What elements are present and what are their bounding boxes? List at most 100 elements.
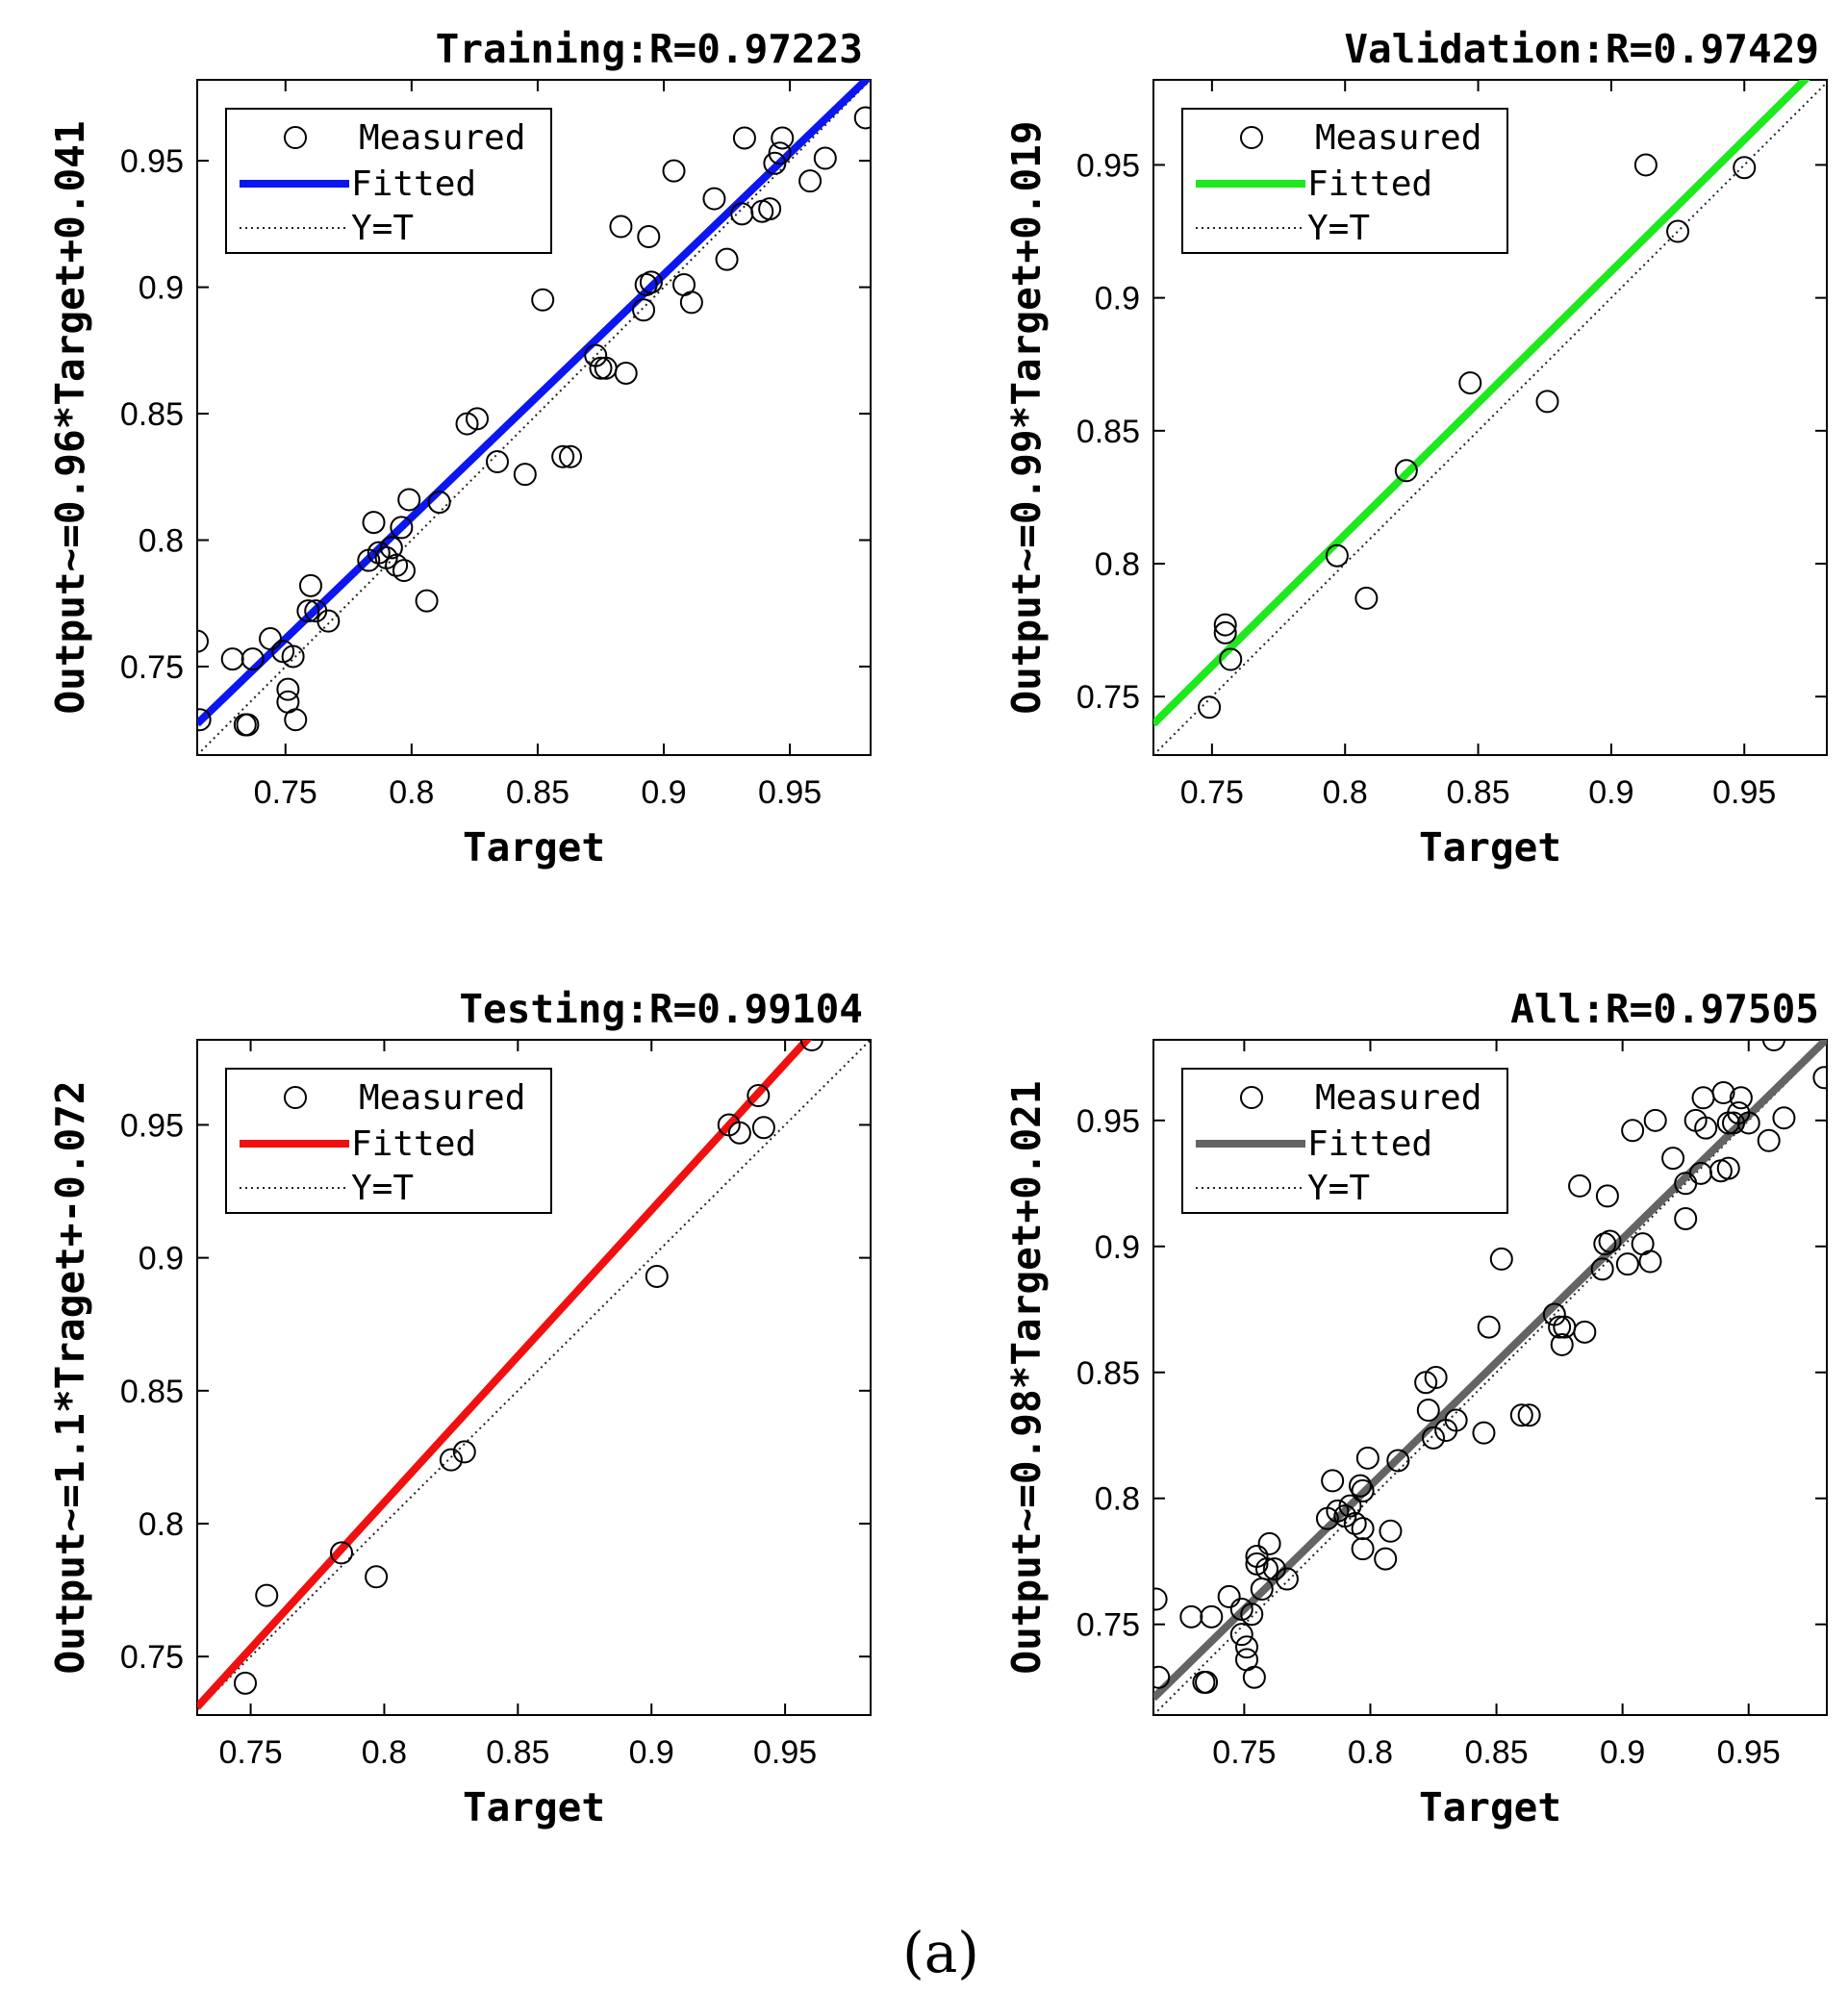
measured-point <box>1615 1252 1639 1276</box>
measured-point <box>1573 1320 1597 1344</box>
legend-label-measured: Measured <box>359 118 525 158</box>
measured-point <box>609 215 633 239</box>
x-tick-label: 0.75 <box>1212 1734 1276 1771</box>
y-tick-label: 0.85 <box>120 1374 184 1410</box>
measured-point <box>1535 390 1559 414</box>
measured-point <box>1321 1469 1345 1493</box>
measured-point <box>799 1040 823 1051</box>
measured-point <box>1235 1635 1259 1659</box>
measured-point <box>632 298 656 322</box>
measured-point <box>1394 459 1418 483</box>
measured-point <box>1240 1603 1264 1627</box>
legend-label-identity: Y=T <box>351 209 414 248</box>
measured-point <box>259 627 283 651</box>
measured-point <box>392 559 416 583</box>
measured-point <box>1661 1147 1685 1171</box>
x-tick-label: 0.95 <box>758 774 822 811</box>
measured-point <box>1275 1567 1299 1591</box>
measured-point <box>1638 1249 1662 1274</box>
measured-point <box>1590 1257 1614 1281</box>
measured-point <box>427 491 451 515</box>
x-tick-label: 0.95 <box>753 1734 817 1771</box>
measured-point <box>614 361 638 385</box>
measured-point <box>367 541 391 565</box>
measured-point <box>1761 1040 1785 1051</box>
measured-point <box>452 1440 476 1464</box>
testing-panel: 0.75 0.8 0.85 0.9 0.95 0.75 0.8 0.85 0.9 0.95 Test… <box>47 986 872 1830</box>
measured-point <box>1355 1446 1380 1470</box>
x-tick-label: 0.9 <box>1600 1734 1645 1771</box>
measured-point <box>1379 1519 1403 1543</box>
measured-point <box>1621 1119 1645 1143</box>
legend-label-fitted: Fitted <box>1307 164 1432 204</box>
measured-point <box>415 589 439 613</box>
legend-label-measured: Measured <box>1315 118 1481 158</box>
measured-point <box>813 146 837 170</box>
training-panel: 0.75 0.8 0.85 0.9 0.95 0.75 0.8 0.85 0.9 0.95 Trai… <box>47 26 872 871</box>
measured-point <box>1517 1403 1541 1427</box>
measured-point <box>362 511 386 535</box>
legend-label-fitted: Fitted <box>351 164 476 204</box>
measured-point <box>634 272 658 296</box>
measured-point <box>365 1565 389 1589</box>
measured-point <box>1666 219 1690 243</box>
measured-point <box>1568 1174 1592 1198</box>
measured-point <box>379 536 403 560</box>
measured-point <box>197 629 209 653</box>
x-tick-label: 0.8 <box>1323 774 1368 811</box>
measured-point <box>732 126 756 150</box>
x-axis-label: Target <box>1419 824 1561 871</box>
y-tick-label: 0.85 <box>1076 414 1140 450</box>
measured-point <box>1509 1403 1533 1427</box>
measured-point <box>702 187 726 211</box>
measured-point <box>316 609 341 633</box>
measured-point <box>485 450 509 474</box>
measured-point <box>390 516 414 540</box>
legend-marker-measured <box>284 1086 307 1109</box>
legend-label-identity: Y=T <box>351 1169 414 1208</box>
measured-point <box>1195 1670 1219 1694</box>
measured-point <box>639 270 663 294</box>
axes-frame <box>1152 1039 1828 1716</box>
chart-title: All:R=0.97505 <box>1510 986 1819 1032</box>
axes-frame <box>1152 79 1828 756</box>
y-tick-label: 0.95 <box>120 1107 184 1144</box>
measured-point <box>1213 613 1237 637</box>
measured-point <box>1338 1494 1362 1518</box>
x-axis-label: Target <box>1419 1784 1561 1830</box>
measured-point <box>1351 1537 1375 1561</box>
measured-point <box>1424 1366 1448 1389</box>
measured-point <box>1198 695 1222 719</box>
measured-point <box>296 599 320 623</box>
measured-point <box>1595 1184 1619 1208</box>
measured-point <box>1598 1229 1622 1253</box>
measured-point <box>1179 1604 1203 1628</box>
y-tick-label: 0.95 <box>1076 147 1140 184</box>
measured-point <box>1229 1623 1253 1647</box>
y-tick-label: 0.8 <box>1095 1481 1140 1518</box>
legend-label-fitted: Fitted <box>351 1124 476 1164</box>
x-tick-label: 0.95 <box>1717 1734 1781 1771</box>
chart-title: Training:R=0.97223 <box>436 26 863 72</box>
chart-title: Validation:R=0.97429 <box>1344 26 1819 72</box>
measured-point <box>1477 1315 1501 1339</box>
y-tick-label: 0.85 <box>1076 1355 1140 1392</box>
all-panel: 0.75 0.8 0.85 0.9 0.95 0.75 0.8 0.85 0.9 0.95 All:… <box>1003 986 1828 1830</box>
measured-point <box>255 1583 279 1607</box>
measured-point <box>1217 1584 1241 1608</box>
legend: Measured Fitted Y=T <box>1181 1068 1508 1214</box>
legend-label-identity: Y=T <box>1307 1169 1370 1208</box>
y-tick-label: 0.9 <box>1095 281 1140 317</box>
measured-point <box>1254 1557 1278 1581</box>
y-tick-label: 0.75 <box>1076 1607 1140 1644</box>
measured-point <box>234 1671 257 1695</box>
x-tick-label: 0.9 <box>641 774 686 811</box>
x-tick-label: 0.85 <box>506 774 570 811</box>
measured-point <box>1812 1066 1827 1090</box>
measured-point <box>1416 1399 1440 1423</box>
fitted-line <box>197 80 871 727</box>
measured-point <box>197 708 212 732</box>
measured-point <box>466 407 490 431</box>
measured-point <box>1736 1111 1760 1135</box>
